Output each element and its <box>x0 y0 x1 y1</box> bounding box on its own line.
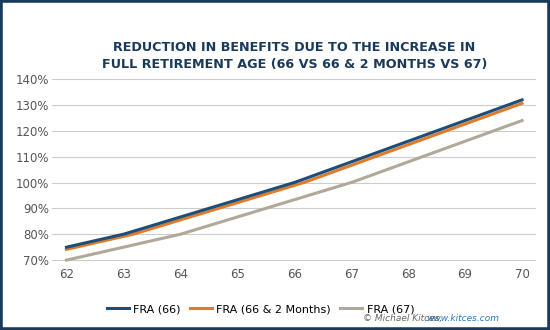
FRA (66 & 2 Months) <box>519 101 525 105</box>
Legend: FRA (66), FRA (66 & 2 Months), FRA (67): FRA (66), FRA (66 & 2 Months), FRA (67) <box>102 299 419 318</box>
Line: FRA (67): FRA (67) <box>67 120 522 260</box>
Line: FRA (66 & 2 Months): FRA (66 & 2 Months) <box>67 103 522 249</box>
Title: REDUCTION IN BENEFITS DUE TO THE INCREASE IN
FULL RETIREMENT AGE (66 VS 66 & 2 M: REDUCTION IN BENEFITS DUE TO THE INCREAS… <box>102 41 487 71</box>
FRA (66) <box>63 245 70 249</box>
FRA (66 & 2 Months) <box>63 248 70 251</box>
Text: © Michael Kitces,: © Michael Kitces, <box>363 314 445 323</box>
FRA (67) <box>65 258 72 262</box>
FRA (67) <box>476 134 483 138</box>
FRA (66 & 2 Months) <box>476 117 483 121</box>
FRA (66) <box>333 165 339 169</box>
FRA (66) <box>65 245 72 249</box>
FRA (66 & 2 Months) <box>333 169 339 173</box>
FRA (67) <box>63 258 70 262</box>
FRA (67) <box>334 185 341 189</box>
FRA (66 & 2 Months) <box>334 168 341 172</box>
Text: www.kitces.com: www.kitces.com <box>426 314 499 323</box>
FRA (66) <box>342 162 349 166</box>
FRA (66) <box>519 98 525 102</box>
FRA (66 & 2 Months) <box>65 247 72 251</box>
FRA (67) <box>342 182 349 186</box>
FRA (66) <box>447 124 454 128</box>
FRA (66 & 2 Months) <box>447 127 454 131</box>
FRA (67) <box>447 145 454 148</box>
FRA (66 & 2 Months) <box>342 166 349 170</box>
FRA (67) <box>519 118 525 122</box>
FRA (67) <box>333 185 339 189</box>
FRA (66) <box>476 114 483 117</box>
Line: FRA (66): FRA (66) <box>67 100 522 247</box>
FRA (66) <box>334 165 341 169</box>
